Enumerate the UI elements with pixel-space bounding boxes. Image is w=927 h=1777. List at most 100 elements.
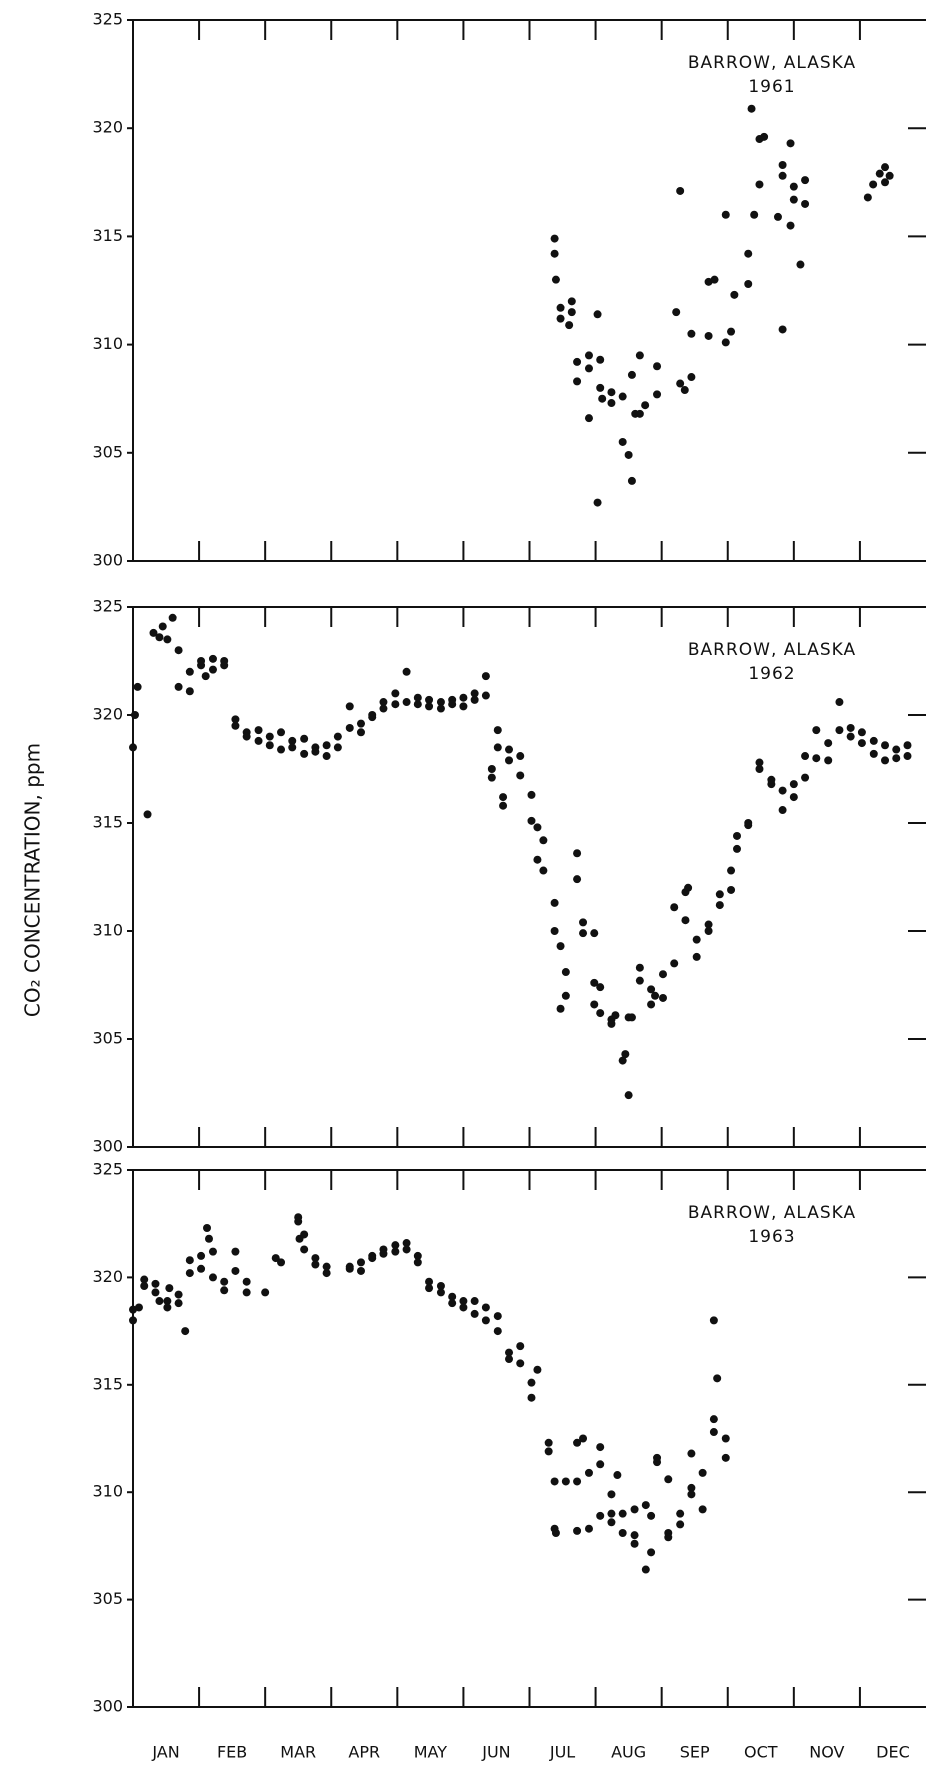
- data-point: [481, 1316, 490, 1325]
- y-axis-label: CO₂ CONCENTRATION, ppm: [21, 743, 45, 1017]
- data-point: [311, 747, 320, 756]
- data-point: [208, 1273, 217, 1282]
- y-tick-label: 305: [92, 1029, 123, 1048]
- data-point: [550, 234, 559, 243]
- y-tick-label: 320: [92, 118, 123, 137]
- data-point: [448, 1292, 457, 1301]
- x-tick-label: APR: [348, 1743, 380, 1762]
- data-point: [653, 390, 662, 399]
- data-point: [505, 1348, 514, 1357]
- data-point: [692, 952, 701, 961]
- x-tick-label: JAN: [151, 1743, 179, 1762]
- annotation: BARROW, ALASKA: [688, 1203, 856, 1223]
- data-point: [590, 1000, 599, 1009]
- data-point: [379, 698, 388, 707]
- data-point: [778, 806, 787, 815]
- data-point: [561, 991, 570, 1000]
- data-point: [630, 1505, 639, 1514]
- data-point: [721, 1453, 730, 1462]
- data-point: [174, 1299, 183, 1308]
- data-point: [857, 739, 866, 748]
- data-point: [641, 401, 650, 410]
- data-point: [618, 437, 627, 446]
- data-point: [881, 163, 890, 172]
- data-point: [607, 388, 616, 397]
- data-point: [505, 756, 514, 765]
- data-point: [744, 249, 753, 258]
- data-point: [618, 1056, 627, 1065]
- data-point: [835, 726, 844, 735]
- data-point: [573, 849, 582, 858]
- data-point: [881, 178, 890, 187]
- x-tick-label: MAR: [280, 1743, 316, 1762]
- data-point: [789, 182, 798, 191]
- x-tick-label: OCT: [744, 1743, 778, 1762]
- data-point: [721, 1434, 730, 1443]
- data-point: [565, 321, 574, 330]
- data-point: [593, 498, 602, 507]
- x-tick-label: FEB: [217, 1743, 247, 1762]
- annotation: BARROW, ALASKA: [688, 640, 856, 660]
- data-point: [129, 743, 137, 752]
- data-point: [300, 734, 309, 743]
- data-point: [133, 682, 142, 691]
- data-point: [425, 1284, 434, 1293]
- data-point: [647, 1000, 656, 1009]
- data-point: [533, 855, 542, 864]
- data-point: [596, 1460, 605, 1469]
- data-point: [607, 1490, 616, 1499]
- data-point: [493, 726, 502, 735]
- data-point: [220, 1286, 229, 1295]
- data-point: [607, 399, 616, 408]
- data-point: [624, 1091, 633, 1100]
- data-point: [641, 1565, 650, 1574]
- data-point: [869, 749, 878, 758]
- data-point: [391, 700, 400, 709]
- data-point: [155, 633, 164, 642]
- data-point: [567, 297, 576, 306]
- y-tick-label: 305: [92, 442, 123, 461]
- data-point: [204, 1234, 213, 1243]
- data-point: [391, 1247, 400, 1256]
- data-point: [130, 711, 139, 719]
- data-point: [567, 308, 576, 317]
- data-point: [773, 212, 782, 221]
- data-point: [322, 752, 331, 761]
- data-point: [624, 450, 633, 459]
- data-point: [715, 890, 724, 899]
- data-point: [288, 736, 297, 745]
- data-point: [300, 749, 309, 758]
- data-point: [391, 689, 400, 698]
- data-point: [596, 1009, 605, 1018]
- data-point: [265, 741, 274, 750]
- data-point: [436, 1281, 445, 1290]
- data-point: [892, 745, 901, 754]
- data-point: [903, 741, 912, 750]
- data-point: [402, 698, 411, 707]
- data-point: [181, 1327, 190, 1336]
- data-point: [151, 1288, 160, 1297]
- data-point: [704, 920, 713, 929]
- data-point: [470, 689, 479, 698]
- data-point: [778, 171, 787, 180]
- data-point: [704, 927, 713, 935]
- y-tick-label: 310: [92, 921, 123, 940]
- data-point: [208, 665, 217, 674]
- data-point: [611, 1011, 620, 1020]
- data-point: [812, 726, 821, 735]
- data-point: [613, 1471, 622, 1480]
- data-point: [664, 1475, 673, 1484]
- data-point: [796, 260, 805, 269]
- data-point: [584, 364, 593, 373]
- data-point: [596, 355, 605, 364]
- data-point: [551, 275, 560, 284]
- data-point: [651, 991, 660, 1000]
- data-point: [288, 743, 297, 752]
- y-tick-label: 300: [92, 1697, 123, 1716]
- y-tick-label: 300: [92, 1137, 123, 1156]
- data-point: [140, 1281, 149, 1290]
- y-tick-label: 325: [92, 597, 123, 616]
- data-point: [635, 976, 644, 985]
- data-point: [727, 885, 736, 894]
- data-point: [516, 752, 525, 761]
